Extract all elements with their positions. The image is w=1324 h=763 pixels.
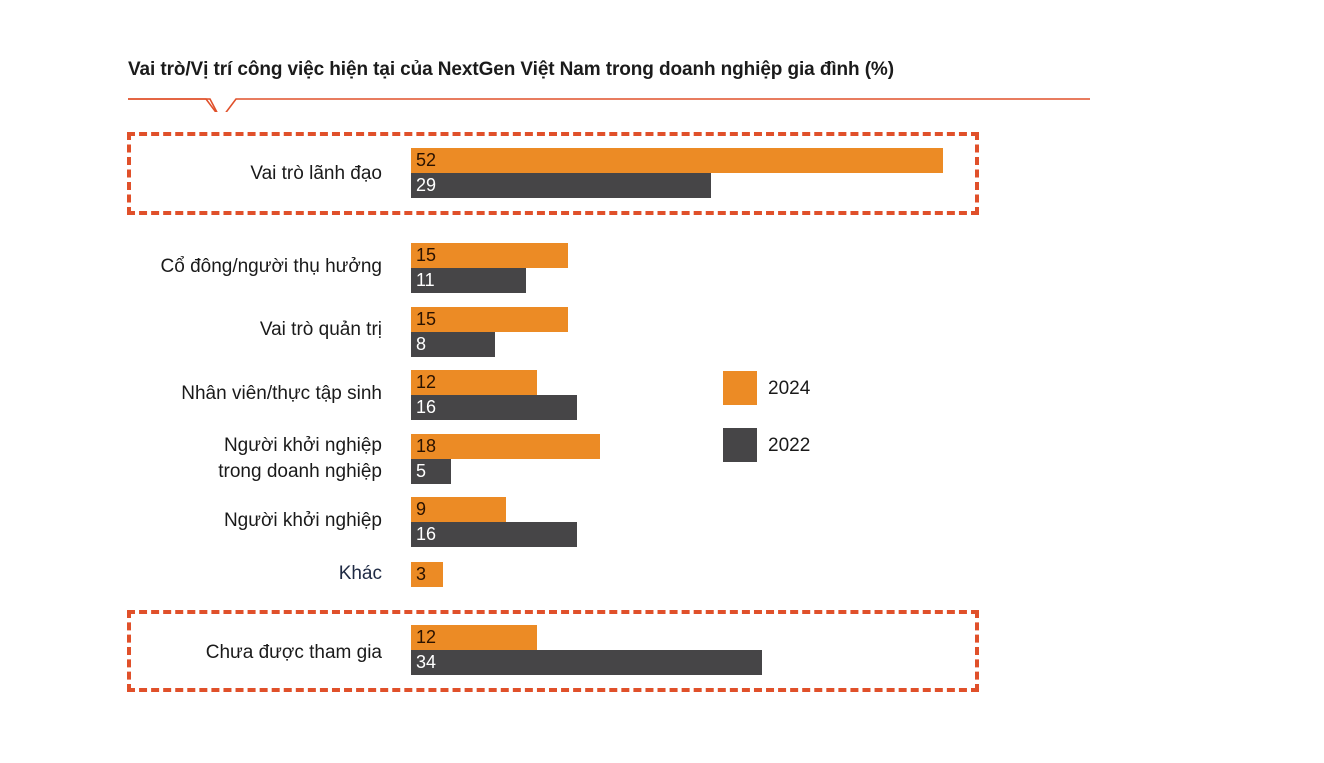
- bar-2022: 11: [411, 268, 526, 293]
- bar-2022: 8: [411, 332, 495, 357]
- bar-2022: 29: [411, 173, 711, 198]
- category-label: Chưa được tham gia: [205, 642, 382, 663]
- category-label-line2: trong doanh nghiệp: [218, 461, 382, 482]
- bar-2024: 3: [411, 562, 443, 587]
- bar-2024: 12: [411, 625, 537, 650]
- category-label: Nhân viên/thực tập sinh: [181, 383, 382, 404]
- bar-2024: 15: [411, 243, 568, 268]
- legend-label-2024: 2024: [768, 378, 811, 399]
- legend-label-2022: 2022: [768, 435, 811, 456]
- bar-2024: 18: [411, 434, 600, 459]
- category-label: Người khởi nghiệp: [223, 510, 382, 531]
- category-label: Vai trò lãnh đạo: [250, 163, 382, 184]
- bar-2022: 16: [411, 522, 577, 547]
- legend-swatch-2022: [723, 428, 757, 462]
- highlight-box-leadership: [127, 132, 979, 215]
- bar-2022: 16: [411, 395, 577, 420]
- bar-2024: 15: [411, 307, 568, 332]
- category-label: Khác: [338, 563, 382, 584]
- bar-2024: 12: [411, 370, 537, 395]
- legend-swatch-2024: [723, 371, 757, 405]
- bar-2022: 34: [411, 650, 762, 675]
- bar-2022: 5: [411, 459, 451, 484]
- category-label: Vai trò quản trị: [259, 319, 382, 340]
- category-label: Cổ đông/người thụ hưởng: [160, 256, 383, 277]
- chart-title: Vai trò/Vị trí công việc hiện tại của Ne…: [128, 59, 894, 80]
- title-underline-pointer: [128, 98, 1090, 112]
- highlight-box-not-participating: [127, 610, 979, 692]
- bar-2024: 52: [411, 148, 943, 173]
- category-label-line1: Người khởi nghiệp: [223, 435, 382, 456]
- bar-2024: 9: [411, 497, 506, 522]
